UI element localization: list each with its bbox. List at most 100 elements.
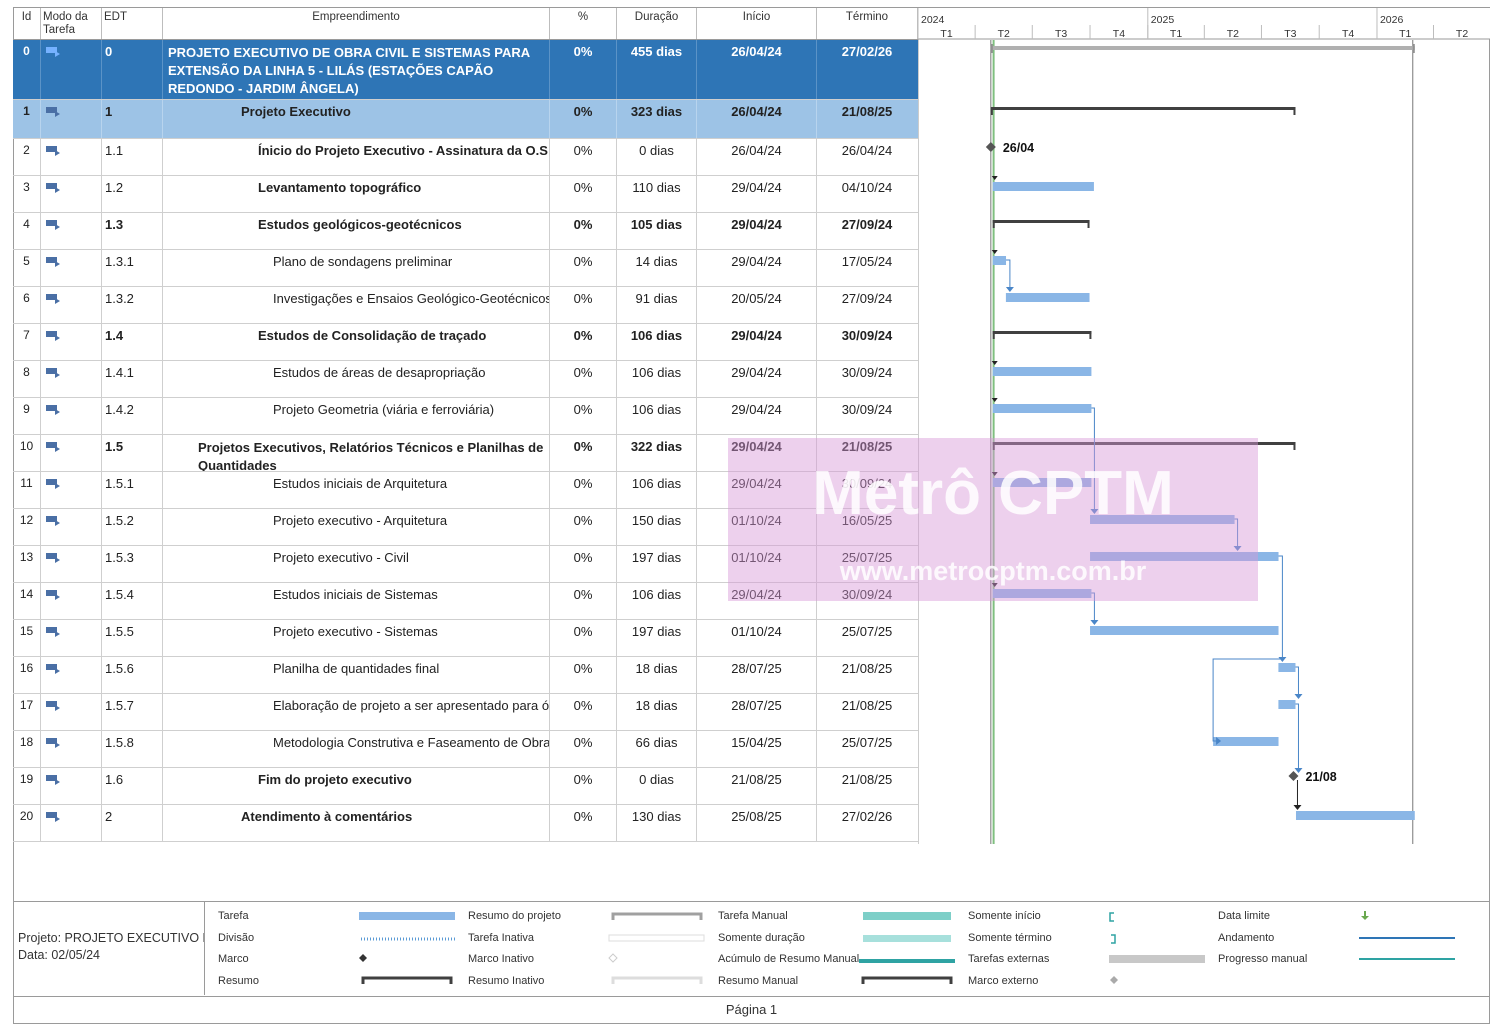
- task-mode-cell[interactable]: [41, 100, 102, 138]
- task-mode-cell[interactable]: [41, 40, 102, 99]
- table-row[interactable]: 7 1.4 Estudos de Consolidação de traçado 0%…: [13, 324, 918, 361]
- row-duration: 0 dias: [617, 768, 697, 804]
- col-header-start[interactable]: Início: [697, 8, 817, 39]
- task-mode-cell[interactable]: [41, 731, 102, 767]
- table-row[interactable]: 11 1.5.1 Estudos iniciais de Arquitetura 0%…: [13, 472, 918, 509]
- task-mode-cell[interactable]: [41, 250, 102, 286]
- task-mode-cell[interactable]: [41, 398, 102, 434]
- row-duration: 323 dias: [617, 100, 697, 138]
- row-percent: 0%: [550, 731, 617, 767]
- row-task-name[interactable]: Projeto Geometria (viária e ferroviária): [163, 398, 550, 434]
- row-task-name[interactable]: Estudos geológicos-geotécnicos: [163, 213, 550, 249]
- task-mode-cell[interactable]: [41, 620, 102, 656]
- col-header-mode[interactable]: Modo da Tarefa: [41, 8, 102, 39]
- task-name-text: Projeto Geometria (viária e ferroviária): [273, 402, 495, 417]
- legend-project-info: Projeto: PROJETO EXECUTIVO D Data: 02/05…: [18, 930, 204, 964]
- dependency-link: [1278, 555, 1283, 661]
- task-mode-cell[interactable]: [41, 324, 102, 360]
- row-id: 15: [13, 620, 41, 656]
- col-header-duration[interactable]: Duração: [617, 8, 697, 39]
- table-row[interactable]: 8 1.4.1 Estudos de áreas de desapropriação…: [13, 361, 918, 398]
- legend-swatch-milestone: [359, 954, 367, 962]
- table-row[interactable]: 5 1.3.1 Plano de sondagens preliminar 0% 14 …: [13, 250, 918, 287]
- task-mode-cell[interactable]: [41, 472, 102, 508]
- row-task-name[interactable]: Projeto Executivo: [163, 100, 550, 138]
- task-bar: [1090, 626, 1279, 635]
- row-task-name[interactable]: Atendimento à comentários: [163, 805, 550, 841]
- table-row[interactable]: 13 1.5.3 Projeto executivo - Civil 0% 197 di…: [13, 546, 918, 583]
- task-mode-cell[interactable]: [41, 509, 102, 545]
- row-task-name[interactable]: Estudos de áreas de desapropriação: [163, 361, 550, 397]
- table-row[interactable]: 1 1 Projeto Executivo 0% 323 dias 26/04/24 21/…: [13, 100, 918, 139]
- table-row[interactable]: 10 1.5 Projetos Executivos, Relatórios Téc…: [13, 435, 918, 472]
- task-mode-cell[interactable]: [41, 176, 102, 212]
- task-mode-cell[interactable]: [41, 139, 102, 175]
- row-start: 01/10/24: [697, 546, 817, 582]
- col-header-id[interactable]: Id: [13, 8, 41, 39]
- row-end: 16/05/25: [841, 513, 893, 528]
- task-mode-cell[interactable]: [41, 657, 102, 693]
- row-task-name[interactable]: Projeto executivo - Civil: [163, 546, 550, 582]
- col-header-end[interactable]: Término: [817, 8, 918, 39]
- task-mode-cell[interactable]: [41, 546, 102, 582]
- row-task-name[interactable]: Ínicio do Projeto Executivo - Assinatura…: [163, 139, 550, 175]
- table-row[interactable]: 14 1.5.4 Estudos iniciais de Sistemas 0% 106…: [13, 583, 918, 620]
- milestone-diamond: [1288, 771, 1299, 781]
- auto-schedule-icon: [46, 368, 61, 378]
- task-name-text: Projetos Executivos, Relatórios Técnicos…: [198, 440, 544, 471]
- row-task-name[interactable]: Projetos Executivos, Relatórios Técnicos…: [163, 435, 550, 471]
- dependency-link: [1091, 407, 1095, 513]
- table-row[interactable]: 15 1.5.5 Projeto executivo - Sistemas 0% 197…: [13, 620, 918, 657]
- row-id: 5: [13, 250, 41, 286]
- row-start: 29/04/24: [697, 250, 817, 286]
- col-header-pct[interactable]: %: [550, 8, 617, 39]
- task-mode-cell[interactable]: [41, 213, 102, 249]
- task-bar: [1295, 811, 1415, 820]
- row-duration: 106 dias: [617, 398, 697, 434]
- table-row[interactable]: 12 1.5.2 Projeto executivo - Arquitetura 0%…: [13, 509, 918, 546]
- row-task-name[interactable]: Estudos de Consolidação de traçado: [163, 324, 550, 360]
- row-task-name[interactable]: Projeto executivo - Sistemas: [163, 620, 550, 656]
- row-task-name[interactable]: Levantamento topográfico: [163, 176, 550, 212]
- table-row[interactable]: 0 0 PROJETO EXECUTIVO DE OBRA CIVIL E SIST…: [13, 40, 918, 100]
- legend-swatch-finish-only: [1111, 934, 1116, 944]
- table-row[interactable]: 6 1.3.2 Investigações e Ensaios Geológico-…: [13, 287, 918, 324]
- task-mode-cell[interactable]: [41, 583, 102, 619]
- row-task-name[interactable]: Metodologia Construtiva e Faseamento de …: [163, 731, 550, 767]
- row-task-name[interactable]: Planilha de quantidades final: [163, 657, 550, 693]
- row-percent: 0%: [550, 398, 617, 434]
- table-row[interactable]: 16 1.5.6 Planilha de quantidades final 0% 18…: [13, 657, 918, 694]
- row-end: 04/10/24: [841, 180, 893, 195]
- summary-cap: [992, 442, 995, 450]
- col-header-edt[interactable]: EDT: [102, 8, 163, 39]
- row-task-name[interactable]: Plano de sondagens preliminar: [163, 250, 550, 286]
- table-row[interactable]: 17 1.5.7 Elaboração de projeto a ser apres…: [13, 694, 918, 731]
- task-mode-cell[interactable]: [41, 805, 102, 841]
- table-row[interactable]: 18 1.5.8 Metodologia Construtiva e Faseame…: [13, 731, 918, 768]
- table-row[interactable]: 4 1.3 Estudos geológicos-geotécnicos 0% 105 …: [13, 213, 918, 250]
- row-task-name[interactable]: Elaboração de projeto a ser apresentado …: [163, 694, 550, 730]
- row-edt: 1.5.7: [102, 694, 163, 730]
- row-start: 15/04/25: [697, 731, 817, 767]
- row-end: 21/08/25: [841, 104, 893, 119]
- task-mode-cell[interactable]: [41, 361, 102, 397]
- task-mode-cell[interactable]: [41, 435, 102, 471]
- task-mode-cell[interactable]: [41, 287, 102, 323]
- row-task-name[interactable]: Projeto executivo - Arquitetura: [163, 509, 550, 545]
- table-row[interactable]: 2 1.1 Ínicio do Projeto Executivo - Assina…: [13, 139, 918, 176]
- row-task-name[interactable]: Investigações e Ensaios Geológico-Geotéc…: [163, 287, 550, 323]
- row-task-name[interactable]: Estudos iniciais de Sistemas: [163, 583, 550, 619]
- table-row[interactable]: 20 2 Atendimento à comentários 0% 130 dias 25…: [13, 805, 918, 842]
- row-task-name[interactable]: PROJETO EXECUTIVO DE OBRA CIVIL E SISTEM…: [163, 40, 550, 99]
- task-mode-cell[interactable]: [41, 694, 102, 730]
- row-duration: 110 dias: [617, 176, 697, 212]
- auto-schedule-icon: [46, 775, 61, 785]
- col-header-name[interactable]: Empreendimento: [163, 8, 550, 39]
- quarter-label: T1: [1399, 28, 1411, 40]
- row-task-name[interactable]: Estudos iniciais de Arquitetura: [163, 472, 550, 508]
- table-row[interactable]: 3 1.2 Levantamento topográfico 0% 110 dias 29…: [13, 176, 918, 213]
- row-task-name[interactable]: Fim do projeto executivo: [163, 768, 550, 804]
- task-mode-cell[interactable]: [41, 768, 102, 804]
- table-row[interactable]: 9 1.4.2 Projeto Geometria (viária e ferrov…: [13, 398, 918, 435]
- table-row[interactable]: 19 1.6 Fim do projeto executivo 0% 0 dias 21/…: [13, 768, 918, 805]
